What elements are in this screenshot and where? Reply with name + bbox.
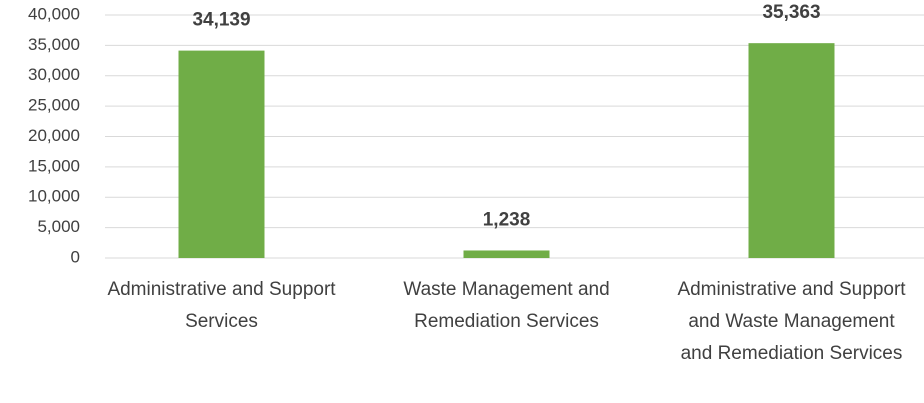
x-tick-label: Waste Management and Remediation Service… [403, 279, 610, 332]
y-tick-label: 20,000 [28, 126, 80, 145]
data-label: 34,139 [192, 10, 250, 31]
x-tick-label: Administrative and Support and Waste Man… [677, 279, 906, 364]
y-tick-label: 40,000 [28, 4, 80, 23]
data-label: 35,363 [762, 2, 820, 23]
y-tick-label: 15,000 [28, 156, 80, 175]
bar [463, 250, 550, 258]
y-tick-label: 5,000 [37, 217, 80, 236]
y-tick-label: 25,000 [28, 96, 80, 115]
y-tick-label: 30,000 [28, 65, 80, 84]
x-tick-label: Administrative and Support Services [107, 279, 336, 332]
data-label: 1,238 [483, 209, 531, 230]
y-tick-label: 35,000 [28, 35, 80, 54]
y-tick-label: 0 [71, 247, 80, 266]
bar [748, 43, 835, 259]
y-tick-label: 10,000 [28, 187, 80, 206]
bar [178, 50, 265, 258]
